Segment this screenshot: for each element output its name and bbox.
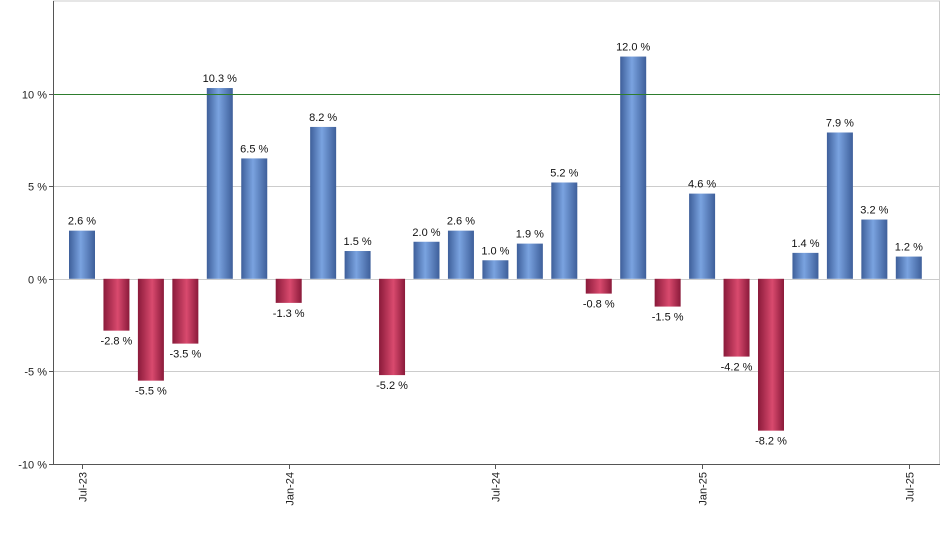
x-tick-label: Jul-25 xyxy=(905,472,917,502)
data-label: -2.8 % xyxy=(101,336,133,348)
data-label: 2.6 % xyxy=(447,216,475,228)
data-labels: 2.6 % -2.8 % -5.5 % -3.5 % 10.3 % 6.5 % -1.3 %… xyxy=(68,42,923,448)
y-tick-label: 0 % xyxy=(28,275,47,287)
data-label: 12.0 % xyxy=(616,42,650,54)
bar xyxy=(241,158,268,279)
data-label: 10.3 % xyxy=(203,73,237,85)
y-tick-label: -5 % xyxy=(24,367,47,379)
bar xyxy=(551,182,578,279)
axes: -10 % -5 % 0 % 5 % 10 % Jul-23 Jan-24 Jul-24 Jan… xyxy=(18,1,940,506)
data-label: -1.5 % xyxy=(652,312,684,324)
bar xyxy=(310,126,337,279)
bars xyxy=(69,56,922,431)
y-tick-label: 5 % xyxy=(28,182,47,194)
bar xyxy=(895,256,922,279)
bar xyxy=(344,251,371,279)
data-label: 8.2 % xyxy=(309,112,337,124)
data-label: 1.0 % xyxy=(481,245,509,257)
data-label: -5.5 % xyxy=(135,386,167,398)
data-label: 4.6 % xyxy=(688,179,716,191)
data-label: -0.8 % xyxy=(583,299,615,311)
bar xyxy=(516,243,543,279)
data-label: 1.4 % xyxy=(791,238,819,250)
data-label: 7.9 % xyxy=(826,117,854,129)
bar xyxy=(482,260,509,279)
bar xyxy=(275,278,302,303)
x-tick-label: Jan-24 xyxy=(285,472,297,506)
bar xyxy=(137,278,164,381)
bar xyxy=(206,88,233,279)
bar xyxy=(413,241,440,279)
data-label: 1.2 % xyxy=(895,242,923,254)
bar xyxy=(826,132,853,279)
bar xyxy=(861,219,888,279)
x-tick-label: Jul-24 xyxy=(491,472,503,502)
bar xyxy=(585,278,612,294)
bar xyxy=(689,193,716,279)
bar xyxy=(103,278,130,331)
data-label: 2.6 % xyxy=(68,216,96,228)
data-label: 3.2 % xyxy=(860,205,888,217)
data-label: -8.2 % xyxy=(755,436,787,448)
data-label: -4.2 % xyxy=(721,362,753,374)
grid-lines xyxy=(53,0,940,465)
bar xyxy=(654,278,681,307)
data-label: 1.5 % xyxy=(344,236,372,248)
data-label: 6.5 % xyxy=(240,143,268,155)
bar xyxy=(723,278,750,357)
y-tick-label: 10 % xyxy=(22,90,47,102)
data-label: 1.9 % xyxy=(516,229,544,241)
bar xyxy=(620,56,647,279)
bar xyxy=(172,278,199,344)
bar xyxy=(69,230,95,279)
data-label: -1.3 % xyxy=(273,308,305,320)
data-label: -3.5 % xyxy=(169,349,201,361)
bar xyxy=(792,252,819,279)
data-label: 5.2 % xyxy=(550,167,578,179)
bar xyxy=(447,230,474,279)
y-tick-label: -10 % xyxy=(18,460,47,472)
data-label: -5.2 % xyxy=(376,380,408,392)
bar xyxy=(758,278,784,431)
x-tick-label: Jan-25 xyxy=(698,472,710,506)
data-label: 2.0 % xyxy=(412,227,440,239)
x-tick-label: Jul-23 xyxy=(78,472,90,502)
bar xyxy=(379,278,406,376)
